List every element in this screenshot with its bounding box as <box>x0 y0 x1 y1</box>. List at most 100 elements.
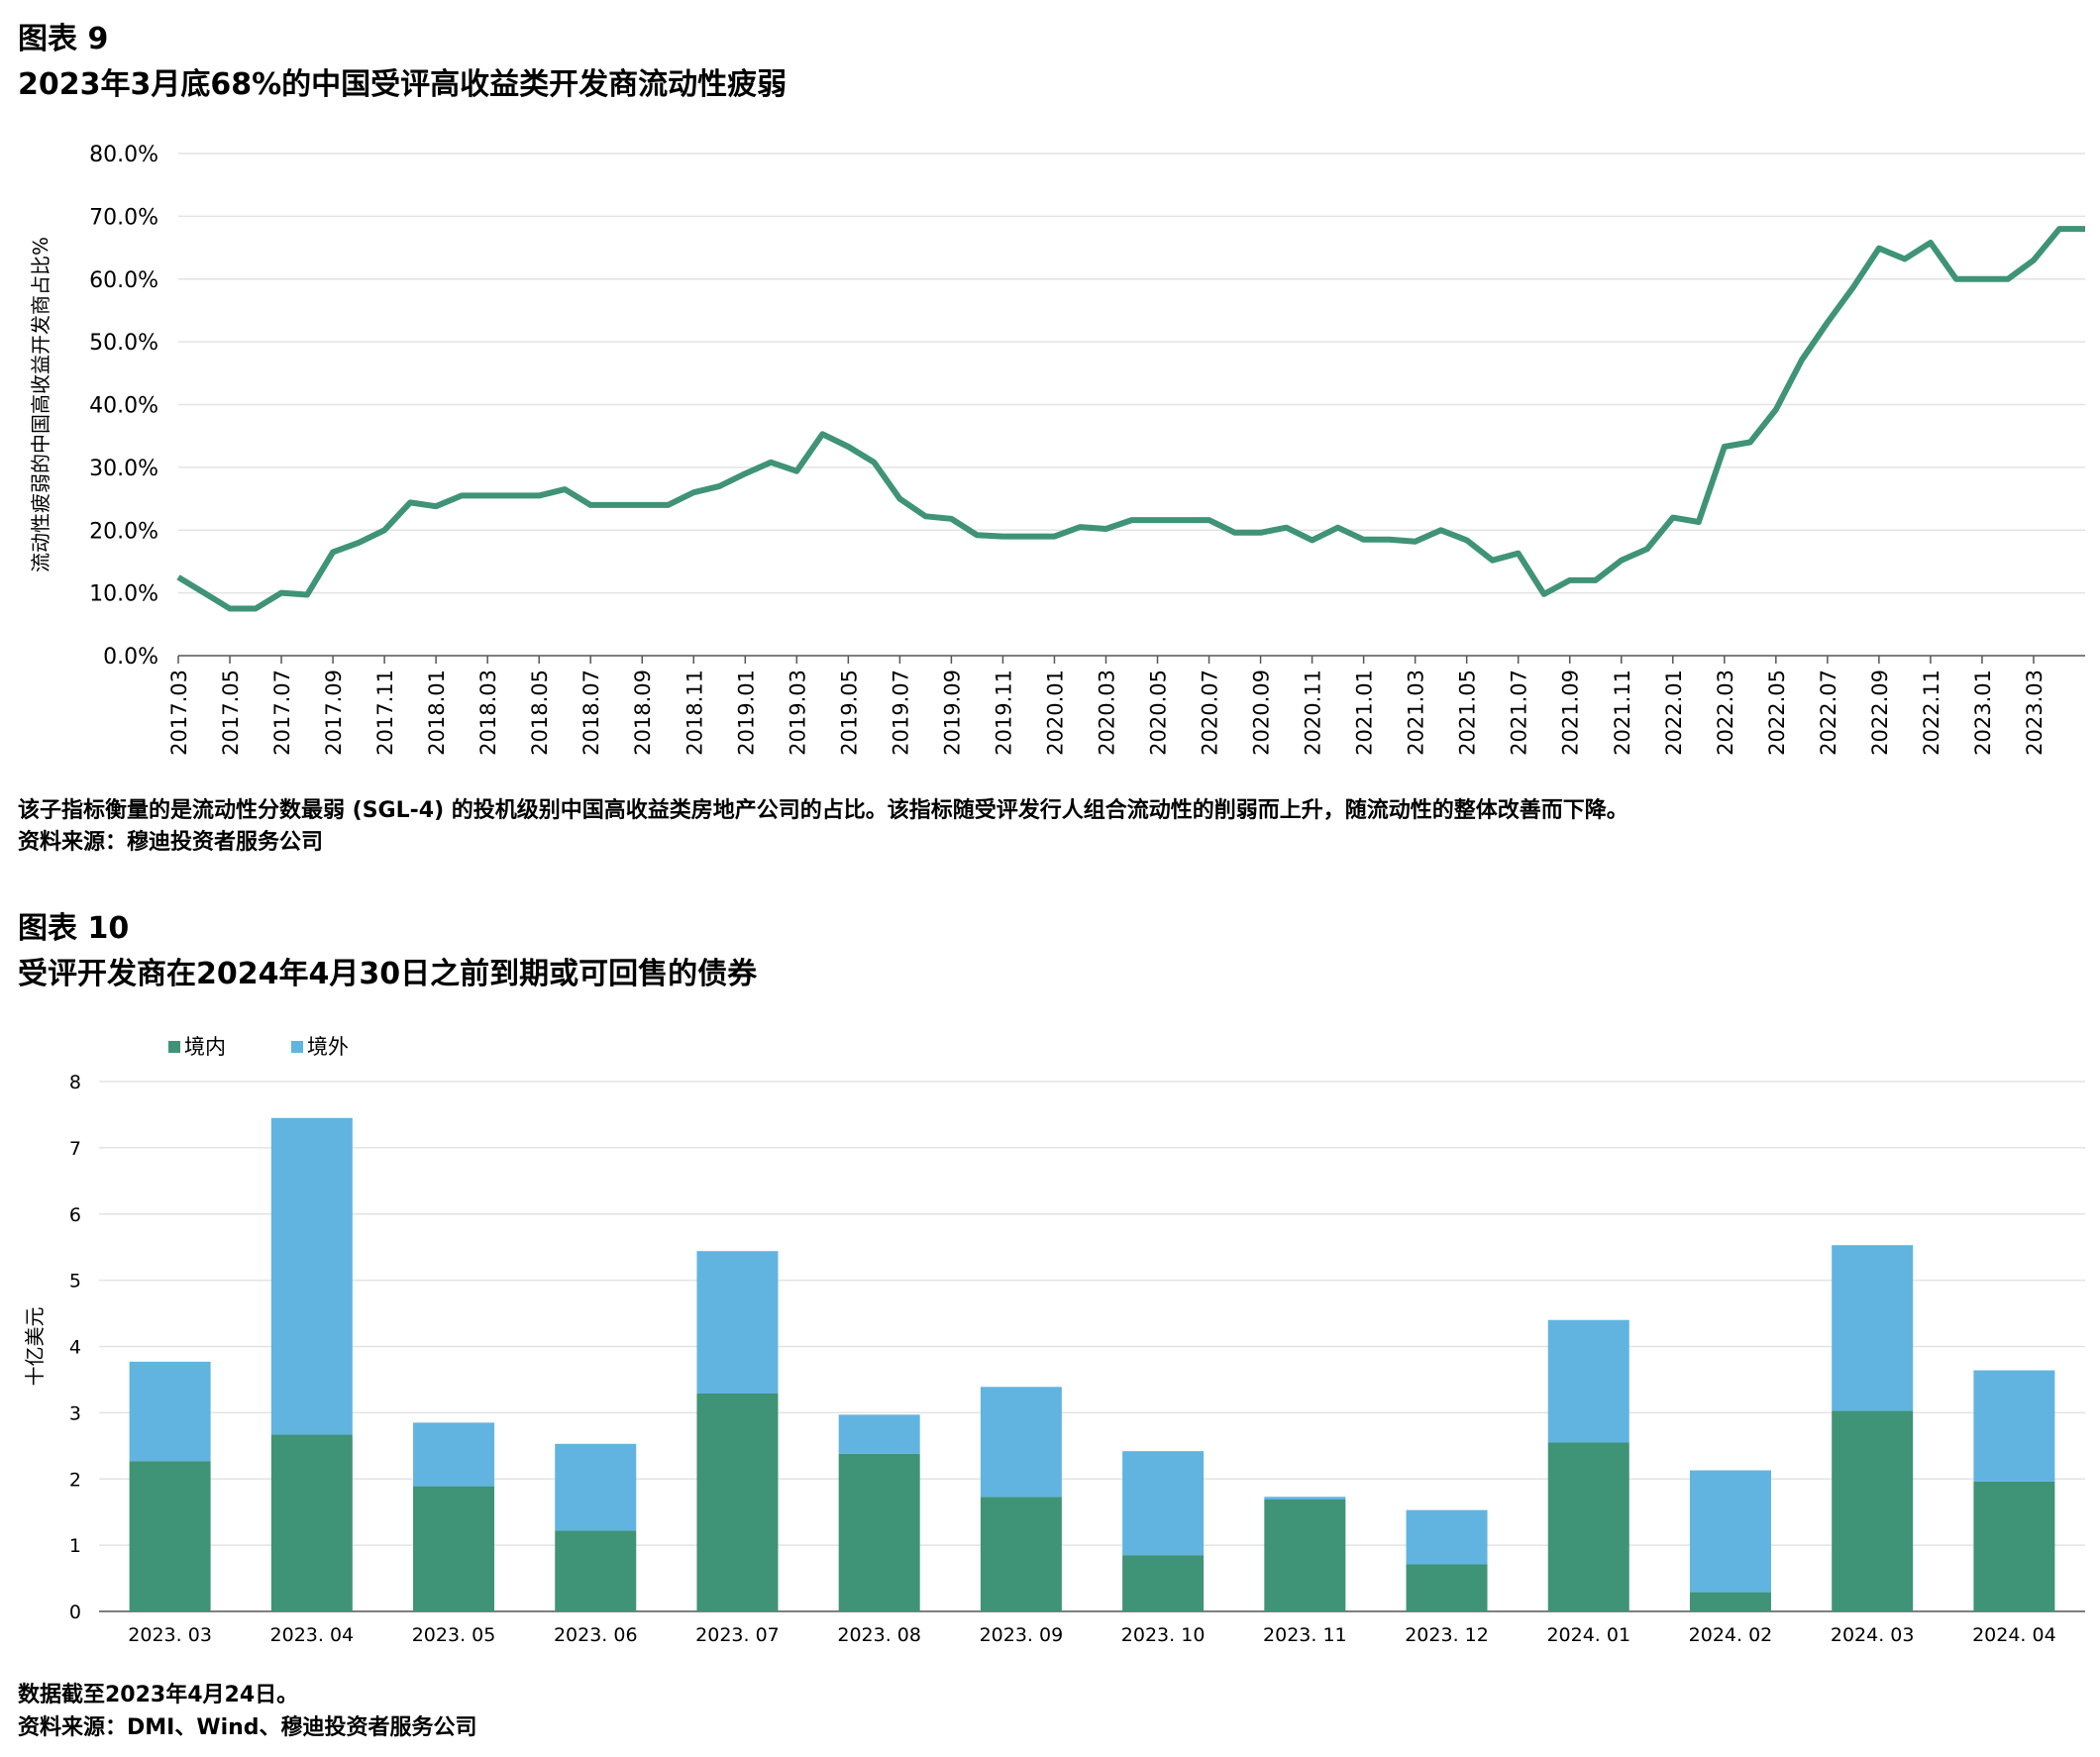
x-tick-label: 2017.05 <box>219 670 243 756</box>
bar-offshore <box>1122 1451 1205 1556</box>
x-tick-label: 2024. 03 <box>1831 1624 1915 1646</box>
legend-swatch-onshore <box>168 1041 180 1053</box>
x-tick-label: 2020.05 <box>1147 670 1171 756</box>
y-tick-label: 4 <box>69 1337 81 1359</box>
x-tick-label: 2021.11 <box>1611 670 1634 756</box>
y-axis-title: 十亿美元 <box>23 1307 47 1387</box>
y-tick-label: 20.0% <box>89 519 158 544</box>
bar-onshore <box>1689 1592 1771 1611</box>
figure10-title: 受评开发商在2024年4月30日之前到期或可回售的债券 <box>18 957 758 991</box>
x-tick-label: 2021.07 <box>1508 670 1531 756</box>
figure9-label: 图表 9 <box>18 22 109 56</box>
x-tick-label: 2022.11 <box>1920 670 1943 756</box>
x-tick-label: 2022.07 <box>1817 670 1840 756</box>
x-tick-label: 2019.05 <box>837 670 861 756</box>
x-tick-label: 2021.03 <box>1405 670 1428 756</box>
y-tick-label: 70.0% <box>89 205 158 230</box>
x-tick-label: 2022.09 <box>1868 670 1892 756</box>
x-tick-label: 2022.01 <box>1662 670 1686 756</box>
bar-offshore <box>1264 1497 1346 1499</box>
bar-offshore <box>838 1414 920 1454</box>
x-tick-label: 2022.03 <box>1714 670 1737 756</box>
legend-label: 境内 <box>184 1035 226 1059</box>
bar-onshore <box>129 1461 211 1611</box>
bar-offshore <box>270 1117 353 1435</box>
x-tick-label: 2024. 02 <box>1689 1624 1773 1646</box>
x-tick-label: 2020.03 <box>1095 670 1118 756</box>
x-tick-label: 2020.01 <box>1043 670 1067 756</box>
y-tick-label: 0 <box>69 1602 81 1623</box>
y-tick-label: 40.0% <box>89 394 158 419</box>
x-tick-label: 2019.07 <box>889 670 912 756</box>
x-tick-label: 2018.09 <box>631 670 655 756</box>
bar-offshore <box>413 1422 495 1487</box>
bar-offshore <box>129 1361 211 1462</box>
figure9-note: 该子指标衡量的是流动性分数最弱 (SGL-4) 的投机级别中国高收益类房地产公司… <box>18 798 1628 823</box>
y-tick-label: 2 <box>69 1469 81 1491</box>
x-tick-label: 2018.03 <box>476 670 500 756</box>
y-tick-label: 80.0% <box>89 143 158 167</box>
bar-onshore <box>1547 1442 1629 1611</box>
x-tick-label: 2021.01 <box>1353 670 1377 756</box>
bar-offshore <box>1547 1319 1629 1443</box>
y-tick-label: 7 <box>69 1138 81 1160</box>
figure10-label: 图表 10 <box>18 911 130 946</box>
y-tick-label: 10.0% <box>89 582 158 607</box>
bar-onshore <box>1122 1555 1205 1611</box>
bar-offshore <box>980 1387 1062 1498</box>
bar-onshore <box>838 1453 920 1611</box>
bar-onshore <box>980 1497 1062 1611</box>
y-tick-label: 3 <box>69 1402 81 1424</box>
x-tick-label: 2023. 03 <box>128 1624 212 1646</box>
y-tick-label: 6 <box>69 1204 81 1226</box>
bar-offshore <box>1406 1509 1488 1565</box>
x-tick-label: 2021.09 <box>1559 670 1583 756</box>
x-tick-label: 2019.09 <box>940 670 964 756</box>
series-line <box>176 226 2085 612</box>
y-tick-label: 60.0% <box>89 268 158 293</box>
bar-offshore <box>696 1251 779 1394</box>
y-tick-label: 0.0% <box>103 645 158 670</box>
bar-onshore <box>1264 1499 1346 1611</box>
x-tick-label: 2023.03 <box>2023 670 2047 756</box>
x-tick-label: 2020.11 <box>1302 670 1325 756</box>
x-tick-label: 2023. 11 <box>1263 1624 1347 1646</box>
x-tick-label: 2017.07 <box>270 670 294 756</box>
figure9-source: 资料来源：穆迪投资者服务公司 <box>18 830 324 855</box>
x-tick-label: 2023. 05 <box>412 1624 496 1646</box>
bar-offshore <box>1832 1245 1914 1411</box>
x-tick-label: 2023. 10 <box>1121 1624 1206 1646</box>
figure10-source: 资料来源：DMI、Wind、穆迪投资者服务公司 <box>18 1715 477 1740</box>
x-tick-label: 2017.09 <box>322 670 346 756</box>
bar-offshore <box>1689 1470 1771 1593</box>
x-tick-label: 2024. 04 <box>1972 1624 2056 1646</box>
x-tick-label: 2018.05 <box>528 670 552 756</box>
x-tick-label: 2019.11 <box>992 670 1015 756</box>
x-tick-label: 2017.03 <box>167 670 191 756</box>
figure9-title: 2023年3月底68%的中国受评高收益类开发商流动性疲弱 <box>18 67 788 102</box>
bar-chart: 境内 境外 0 1 2 3 4 5 6 7 8 十亿美元 2023. 03 2023. 04 2023. 0… <box>23 1035 2085 1646</box>
x-tick-label: 2022.05 <box>1765 670 1789 756</box>
y-tick-label: 50.0% <box>89 331 158 356</box>
x-tick-label: 2017.11 <box>373 670 397 756</box>
bar-onshore <box>1973 1481 2055 1611</box>
y-tick-label: 8 <box>69 1072 81 1093</box>
x-tick-label: 2018.11 <box>682 670 706 756</box>
x-tick-label: 2023. 06 <box>554 1624 638 1646</box>
x-tick-label: 2021.05 <box>1456 670 1480 756</box>
x-tick-label: 2023.01 <box>1971 670 1995 756</box>
x-tick-label: 2018.01 <box>425 670 449 756</box>
bar-onshore <box>1406 1564 1488 1611</box>
x-tick-label: 2023. 07 <box>695 1624 780 1646</box>
x-tick-label: 2023. 12 <box>1405 1624 1489 1646</box>
bar-onshore <box>270 1434 353 1611</box>
legend-label: 境外 <box>307 1035 349 1059</box>
bar-offshore <box>555 1443 637 1531</box>
bar-onshore <box>555 1530 637 1611</box>
x-tick-label: 2023. 08 <box>837 1624 921 1646</box>
x-tick-label: 2020.09 <box>1250 670 1274 756</box>
bar-offshore <box>1973 1370 2055 1482</box>
x-tick-label: 2023. 04 <box>270 1624 355 1646</box>
bar-onshore <box>1832 1410 1914 1611</box>
x-tick-label: 2019.01 <box>734 670 758 756</box>
